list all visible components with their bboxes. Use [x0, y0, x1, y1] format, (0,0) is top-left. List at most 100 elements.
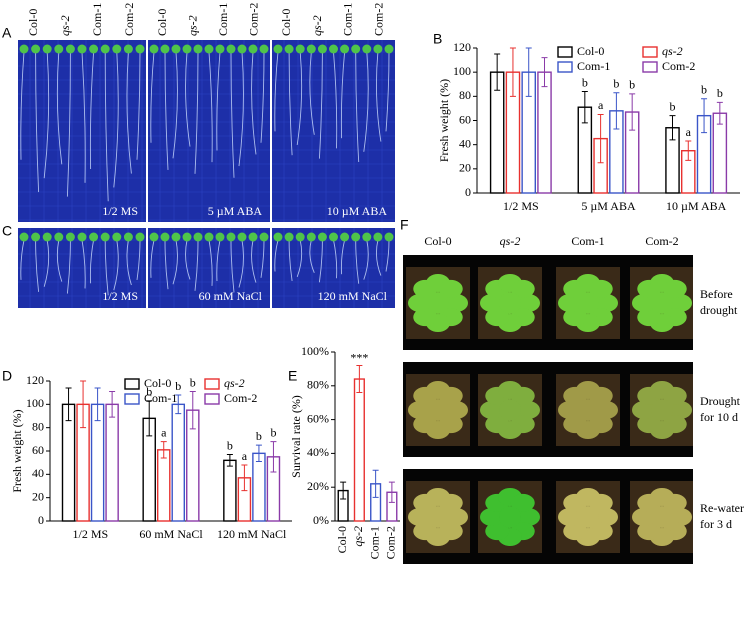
error-bar [241, 464, 248, 492]
error-bar [597, 113, 604, 164]
y-tick-label: 100 [453, 64, 471, 78]
seedling [42, 232, 52, 242]
error-bar [509, 47, 516, 97]
root [274, 239, 279, 272]
seedling [259, 44, 269, 54]
condition-label: 60 mM NaCl [199, 289, 263, 303]
leaf [637, 308, 662, 327]
leaf [444, 401, 468, 419]
root [56, 51, 63, 165]
seedling [351, 44, 361, 54]
seedling [351, 232, 361, 242]
leaf [668, 294, 692, 312]
y-tick-label: 20% [307, 479, 329, 493]
leaf [480, 401, 504, 419]
leaf [516, 294, 540, 312]
leaf [444, 508, 468, 526]
root [333, 239, 338, 279]
root [333, 51, 338, 149]
root [385, 239, 390, 272]
seedling [284, 232, 294, 242]
genotype-header: qs-2 [310, 15, 324, 36]
seedling [215, 44, 225, 54]
error-bar [716, 101, 723, 125]
legend-label: qs-2 [662, 44, 683, 58]
seedling [373, 44, 383, 54]
root [185, 51, 191, 147]
error-bar [270, 441, 277, 473]
leaf [444, 294, 468, 312]
genotype-header: Col-0 [424, 234, 451, 248]
seedling [135, 44, 145, 54]
rosette [577, 292, 599, 314]
root [376, 51, 382, 142]
leaf [558, 508, 582, 526]
seedling [42, 44, 52, 54]
root [150, 239, 155, 278]
panel-label: D [2, 368, 12, 384]
rosette [499, 399, 521, 421]
root [113, 239, 119, 291]
root [43, 51, 50, 179]
root [251, 239, 257, 283]
x-tick-label: Com-1 [367, 526, 381, 559]
seedling [193, 44, 203, 54]
error-bar [541, 57, 548, 88]
genotype-header: Col-0 [279, 9, 293, 36]
x-tick-label: 1/2 MS [503, 199, 539, 213]
error-bar [669, 115, 676, 141]
x-tick-label: 1/2 MS [72, 527, 108, 541]
y-tick-label: 120 [453, 40, 471, 54]
chart-panels: B 0 20 40 60 80 100 120 Fresh weight (%) 1/2 MS 5 … [2, 31, 740, 559]
genotype-header: Col-0 [155, 9, 169, 36]
root [208, 51, 213, 163]
genotype-header: qs-2 [186, 15, 200, 36]
seedling [215, 232, 225, 242]
error-bar [685, 140, 692, 161]
leaf [408, 294, 432, 312]
plate [148, 40, 270, 222]
leaf [480, 294, 504, 312]
leaf [516, 508, 540, 526]
seedling [112, 44, 122, 54]
legend-swatch [557, 46, 573, 58]
genotype-header: Com-1 [341, 3, 355, 36]
root [172, 51, 178, 159]
condition-label: 120 mM NaCl [318, 289, 388, 303]
seedling [295, 232, 305, 242]
leaf [588, 493, 613, 512]
seedling [160, 44, 170, 54]
significance-letter: b [701, 83, 707, 97]
leaf [408, 401, 432, 419]
error-bar [340, 481, 347, 500]
seedling [284, 44, 294, 54]
error-bar [160, 441, 167, 459]
error-bar [525, 47, 532, 97]
seedling [149, 232, 159, 242]
root [251, 51, 257, 155]
root [340, 239, 346, 275]
seedling [295, 44, 305, 54]
x-tick-label: Col-0 [335, 526, 349, 553]
seedling [237, 232, 247, 242]
root [89, 51, 95, 169]
condition-label: 5 µM ABA [208, 204, 263, 218]
significance-letter: b [717, 86, 723, 100]
y-axis-label: Fresh weight (%) [437, 79, 451, 162]
x-tick-label: 10 µM ABA [666, 199, 727, 213]
y-tick-label: 0 [465, 185, 471, 199]
legend-swatch [642, 46, 658, 58]
rosette [651, 506, 673, 528]
seedling [317, 232, 327, 242]
root [113, 51, 119, 188]
root [274, 51, 279, 132]
seedling [248, 232, 258, 242]
seedling [384, 232, 394, 242]
seedling [204, 232, 214, 242]
seedling [54, 232, 64, 242]
seedling [65, 232, 75, 242]
photo [693, 362, 753, 457]
root [318, 239, 323, 283]
seedling [31, 44, 41, 54]
leaf [594, 294, 618, 312]
